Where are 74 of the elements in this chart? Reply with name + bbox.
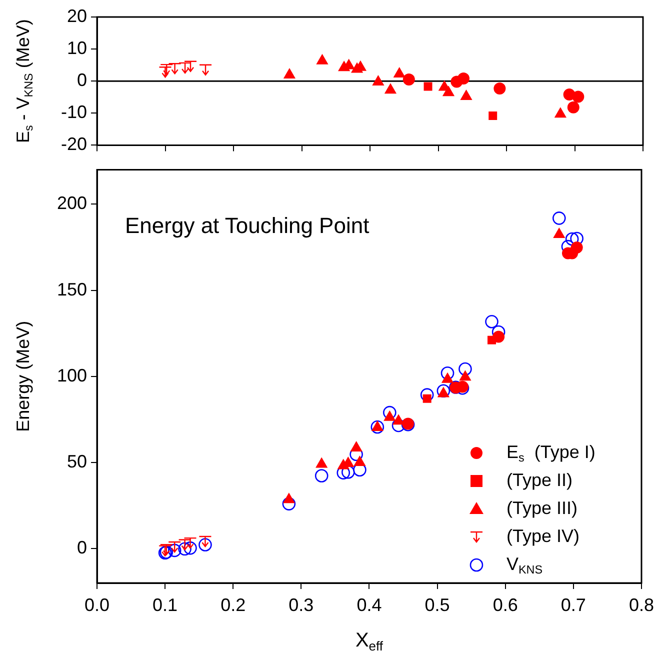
point <box>492 330 505 343</box>
point <box>392 418 406 432</box>
point <box>372 75 384 86</box>
point <box>440 366 454 380</box>
point <box>168 544 182 558</box>
point <box>371 420 384 432</box>
y-tick-label: 10 <box>66 38 87 58</box>
point <box>184 537 197 549</box>
point <box>316 54 328 64</box>
point <box>436 384 450 398</box>
point <box>178 62 192 74</box>
point <box>572 90 584 103</box>
x-tick-label: 0.7 <box>560 594 586 615</box>
legend-label: (Type II) <box>506 470 573 490</box>
y-tick-label: 150 <box>56 279 87 300</box>
y-tick-label: 20 <box>66 6 87 26</box>
point <box>402 74 415 86</box>
point <box>488 111 498 120</box>
point <box>494 82 506 94</box>
y-tick-label: -10 <box>60 102 87 122</box>
point <box>350 441 362 452</box>
point <box>553 228 566 238</box>
point <box>567 101 580 114</box>
y-tick-label: 0 <box>76 70 87 90</box>
point <box>554 107 566 118</box>
x-tick-label: 0.4 <box>356 594 382 615</box>
point <box>424 82 432 91</box>
x-tick-label: 0.8 <box>628 594 654 615</box>
point <box>458 72 470 85</box>
x-tick-label: 0.1 <box>152 594 178 615</box>
point <box>158 66 172 78</box>
point <box>442 86 455 96</box>
point <box>370 420 384 434</box>
x-tick-label: 0.2 <box>220 594 246 615</box>
point <box>565 232 579 246</box>
point <box>168 63 182 74</box>
point <box>283 68 296 79</box>
x-tick-label: 0.3 <box>288 594 314 615</box>
point <box>198 536 212 548</box>
point <box>341 465 355 479</box>
point <box>393 67 406 78</box>
point <box>459 370 472 381</box>
point <box>314 469 328 482</box>
point <box>384 83 397 94</box>
y-tick-label: 50 <box>66 451 87 472</box>
point <box>178 539 192 550</box>
point <box>178 542 192 556</box>
point <box>383 406 396 420</box>
y-axis-title: Es - VKNS (MeV) <box>12 19 36 144</box>
text: Energy at Touching Point <box>125 212 370 238</box>
y-axis-title: Energy (MeV) <box>12 320 33 432</box>
point <box>184 60 198 72</box>
point <box>570 232 584 246</box>
x-tick-label: 0.6 <box>492 594 518 615</box>
point <box>552 212 566 225</box>
point <box>282 497 296 510</box>
point <box>420 388 434 402</box>
point <box>460 89 472 100</box>
legend-label: (Type III) <box>506 498 578 518</box>
point <box>198 538 212 552</box>
x-tick-label: 0.5 <box>424 594 450 615</box>
y-tick-label: 100 <box>56 365 87 386</box>
y-tick-label: 200 <box>56 193 87 214</box>
point <box>160 64 174 76</box>
x-tick-label: 0.0 <box>84 594 110 615</box>
point <box>198 64 212 76</box>
point <box>458 362 472 376</box>
y-tick-label: 0 <box>76 538 87 558</box>
legend-label: (Type IV) <box>506 526 580 546</box>
point <box>184 541 197 555</box>
y-tick-label: -20 <box>60 134 87 154</box>
point <box>168 541 182 553</box>
point <box>570 241 583 254</box>
point <box>485 315 498 328</box>
